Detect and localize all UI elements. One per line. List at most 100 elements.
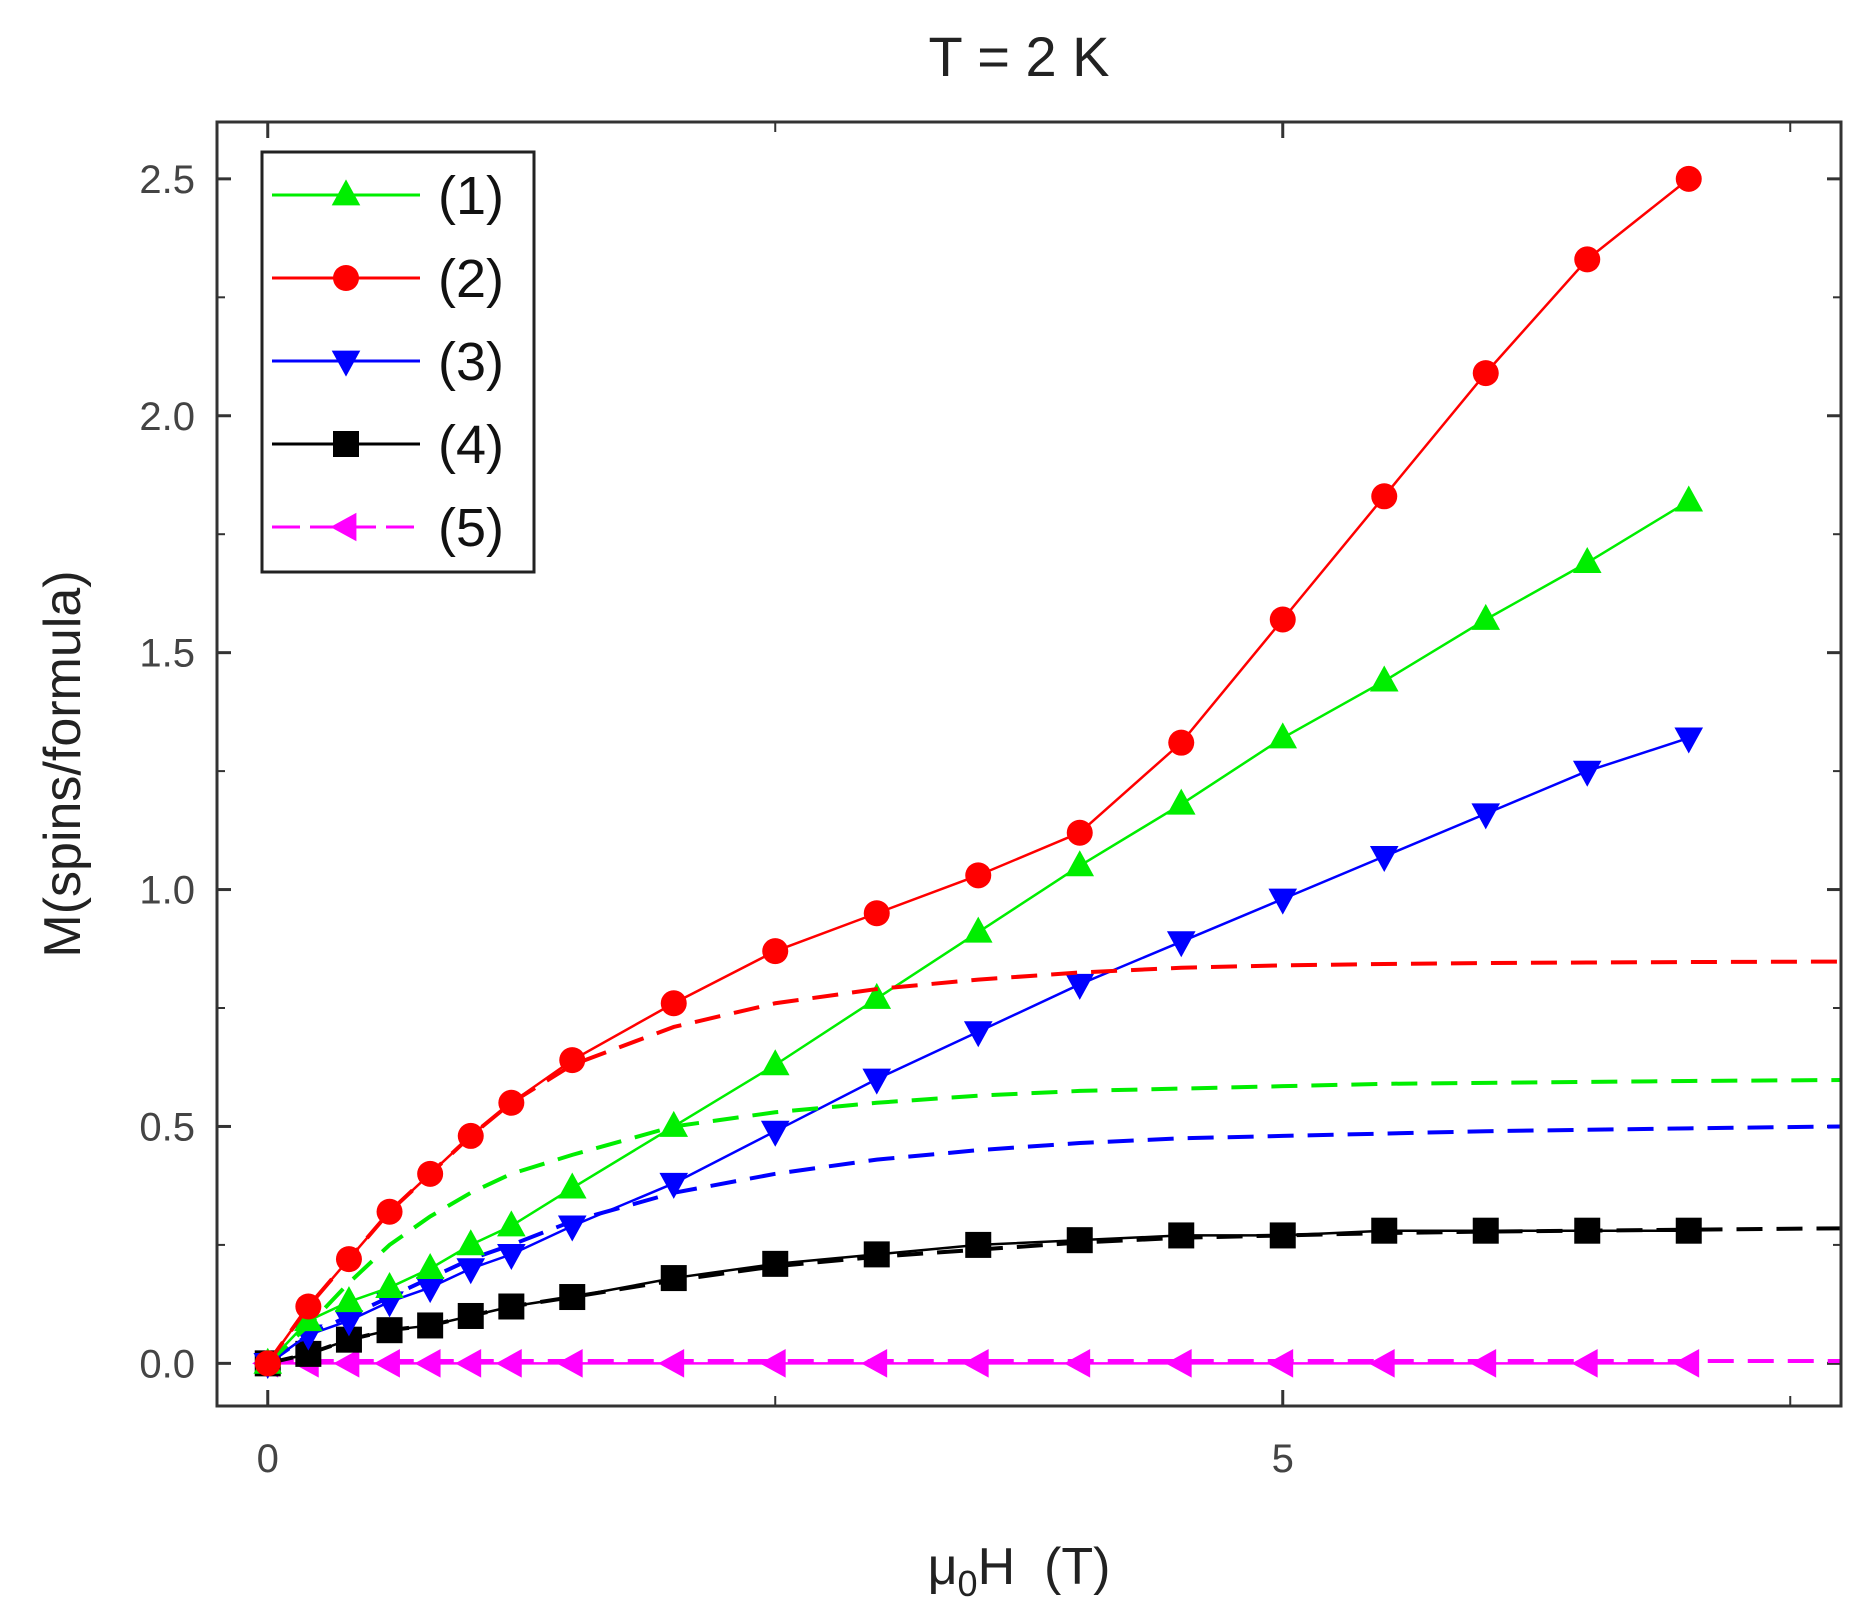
y-tick-label: 0.0 [139, 1342, 195, 1386]
series-3-fit-line [266, 1124, 1841, 1365]
series-3-point [862, 1068, 892, 1095]
series-3-point [1065, 973, 1095, 1000]
series-4-point [498, 1293, 525, 1320]
series-4-point [376, 1317, 403, 1344]
legend-label-3: (3) [438, 332, 504, 392]
series-2-point [559, 1047, 586, 1074]
series-3-point [415, 1277, 445, 1304]
series-1 [253, 485, 1841, 1374]
series-2-point [762, 938, 789, 965]
data-layer [252, 165, 1841, 1379]
series-2-point [295, 1293, 322, 1320]
legend-label-2: (2) [438, 249, 504, 309]
series-5-point [373, 1349, 400, 1378]
legend-marker-1 [331, 179, 361, 206]
series-1-point [760, 1049, 790, 1076]
series-3-point [456, 1258, 486, 1285]
y-axis-title: M(spins/formula) [34, 570, 92, 957]
series-2-point [254, 1350, 281, 1377]
series-4-point [559, 1284, 586, 1311]
series-5-point [1064, 1349, 1091, 1378]
series-5-point [1571, 1349, 1598, 1378]
series-1-point [334, 1286, 364, 1313]
series-5-point [1673, 1349, 1700, 1378]
series-2-point [417, 1160, 444, 1187]
series-5-point [1267, 1349, 1294, 1378]
series-4-point [1269, 1222, 1296, 1249]
series-4-point [965, 1231, 992, 1258]
x-axis-title-mu: μ [928, 1538, 958, 1596]
legend-marker-4 [333, 431, 359, 457]
x-tick-label: 0 [257, 1437, 279, 1481]
series-5-point [759, 1349, 786, 1378]
legend-marker-5 [330, 512, 357, 542]
series-4-point [1066, 1227, 1093, 1254]
series-1-point [557, 1172, 587, 1199]
x-axis-title: μ0H (T) [928, 1538, 1111, 1604]
series-4-point [1574, 1217, 1601, 1244]
y-tick-label: 2.5 [139, 158, 195, 202]
series-5-point [556, 1349, 583, 1378]
series-3-point [1674, 727, 1704, 754]
y-tick-label: 1.5 [139, 632, 195, 676]
series-5-point [495, 1349, 522, 1378]
series-5-point [1165, 1349, 1192, 1378]
series-4-point [1168, 1222, 1195, 1249]
x-tick-label: 5 [1272, 1437, 1294, 1481]
series-1-point [1471, 603, 1501, 630]
series-1-point [1572, 547, 1602, 574]
series-4-point [457, 1302, 484, 1329]
series-3-point [334, 1310, 364, 1337]
y-tick-label: 1.0 [139, 869, 195, 913]
y-tick-label: 2.0 [139, 395, 195, 439]
series-2-point [1574, 246, 1601, 273]
series-4-point [1675, 1217, 1702, 1244]
series-2-point [1066, 819, 1093, 846]
legend-marker-3 [331, 350, 361, 377]
series-5-point [1470, 1349, 1497, 1378]
series-5-point [414, 1349, 441, 1378]
series-3-point [1369, 845, 1399, 872]
series-2-point [1472, 360, 1499, 387]
series-4-point [660, 1265, 687, 1292]
series-1-point [963, 916, 993, 943]
series-1-point [659, 1110, 689, 1137]
series-4 [254, 1217, 1841, 1377]
series-5-point [333, 1349, 360, 1378]
series-1-point [1369, 665, 1399, 692]
series-5-point [455, 1349, 482, 1378]
series-2-point [457, 1122, 484, 1149]
series-3-point [1572, 760, 1602, 787]
axis-ticks: 0.0 0.5 1.0 1.5 2.0 2.5 0 5 [139, 122, 1841, 1481]
series-1-point [1268, 722, 1298, 749]
series-2-point [498, 1089, 525, 1116]
chart-title: T = 2 K [928, 25, 1109, 88]
series-5-point [861, 1349, 888, 1378]
series-5 [252, 1349, 1841, 1378]
series-3-point [659, 1172, 689, 1199]
series-1-fit-line [266, 1078, 1841, 1365]
legend: (1) (2) (3) (4) (5) [260, 150, 536, 574]
y-tick-label: 0.5 [139, 1105, 195, 1149]
series-2-point [1168, 729, 1195, 756]
series-4-point [1472, 1217, 1499, 1244]
series-3-line [267, 736, 1690, 1365]
x-axis-title-rest: H (T) [978, 1538, 1111, 1596]
series-1-point [456, 1229, 486, 1256]
legend-marker-2 [333, 265, 359, 291]
series-2-point [965, 862, 992, 889]
series-5-point [1368, 1349, 1395, 1378]
series-2-point [1371, 483, 1398, 510]
series-1-point [1065, 850, 1095, 877]
series-3-point [760, 1120, 790, 1147]
series-3-point [497, 1243, 526, 1270]
series-4-point [863, 1241, 890, 1268]
series-1-point [375, 1271, 404, 1298]
series-1-point [497, 1210, 526, 1237]
series-3-point [1166, 931, 1196, 958]
series-2 [254, 165, 1841, 1377]
series-2-point [1675, 165, 1702, 192]
legend-label-5: (5) [438, 498, 504, 558]
series-1-point [862, 982, 892, 1009]
